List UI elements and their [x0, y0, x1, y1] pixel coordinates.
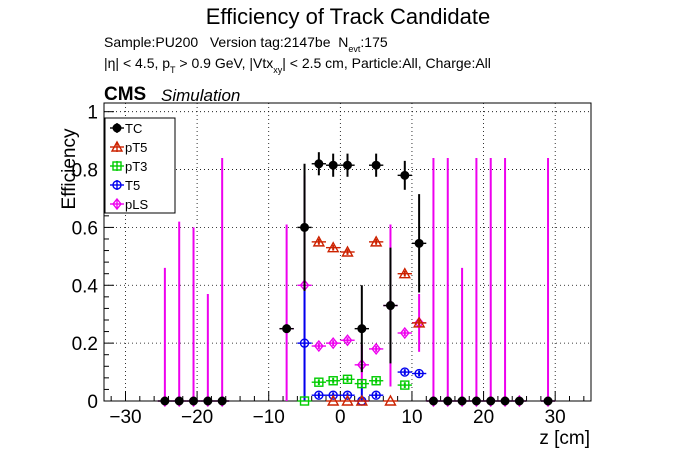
pt5-point — [355, 394, 369, 406]
pt3-point — [371, 376, 381, 386]
pls-point — [328, 337, 339, 350]
y-tick-label: 1 — [87, 103, 98, 124]
pt5-point — [369, 235, 383, 247]
nevt-sub: evt — [348, 44, 361, 54]
pt5-point — [326, 394, 340, 406]
y-tick-label: 0.6 — [72, 218, 98, 239]
legend-label-tc: TC — [125, 121, 142, 136]
y-tick-label: 0 — [87, 392, 98, 413]
cuts-b: > 0.9 GeV, |Vtx — [175, 55, 274, 71]
t5-point — [371, 390, 381, 400]
nevt-prefix: N — [338, 34, 349, 50]
tc-point — [443, 396, 453, 406]
y-tick-label: 0.2 — [72, 334, 98, 355]
x-tick-label: 0 — [335, 407, 346, 428]
tc-point — [300, 222, 310, 232]
t5-point — [400, 367, 410, 377]
pls-point — [399, 326, 410, 340]
tc-point — [471, 396, 481, 406]
pt5-point — [398, 267, 411, 279]
sample-label: Sample:PU200 — [104, 34, 199, 50]
cuts-info-line: |η| < 4.5, pT > 0.9 GeV, |Vtxxy| < 2.5 c… — [104, 55, 491, 75]
t5-point — [342, 390, 353, 400]
tc-point — [385, 301, 395, 311]
tc-point — [328, 160, 338, 170]
pt5-point — [412, 316, 426, 328]
tc-point — [500, 396, 510, 406]
chart-title: Efficiency of Track Candidate — [205, 4, 491, 29]
tc-point — [400, 170, 410, 180]
tc-point — [174, 396, 184, 406]
tc-point — [343, 160, 352, 170]
version-label: Version tag:2147be — [209, 34, 331, 50]
tc-point — [357, 324, 367, 334]
cuts-c: | < 2.5 cm, Particle:All, Charge:All — [282, 55, 491, 71]
legend-label-pls: pLS — [125, 197, 148, 212]
y-tick-label: 0.4 — [72, 276, 99, 297]
x-tick-label: −30 — [109, 407, 141, 428]
tc-point — [189, 396, 199, 406]
cuts-sub2: xy — [273, 65, 283, 75]
x-tick-label: 10 — [401, 407, 422, 428]
pt5-point — [341, 394, 354, 406]
pt3-point — [299, 396, 310, 406]
tc-point — [414, 238, 424, 248]
pt3-point — [314, 377, 324, 387]
pt5-point — [384, 394, 397, 406]
tc-point — [160, 396, 170, 406]
tc-point — [457, 396, 467, 406]
legend-label-pt3: pT3 — [125, 159, 147, 174]
simulation-label: Simulation — [161, 86, 241, 105]
tc-point — [371, 160, 381, 170]
legend-marker-pt5 — [110, 140, 124, 152]
tc-point — [428, 396, 438, 406]
legend-label-t5: T5 — [125, 178, 140, 193]
t5-point — [414, 368, 424, 379]
pls-point — [342, 334, 353, 347]
x-tick-label: −10 — [253, 407, 285, 428]
tc-point — [486, 396, 496, 406]
sample-info-line: Sample:PU200 Version tag:2147be Nevt:175 — [104, 34, 388, 54]
y-tick-label: 0.8 — [72, 161, 98, 182]
x-tick-label: 20 — [473, 407, 494, 428]
nevt-value: :175 — [360, 34, 388, 50]
x-tick-label: 30 — [545, 407, 566, 428]
cuts-sub: T — [170, 65, 176, 75]
pt5-point — [326, 241, 340, 253]
tc-point — [203, 396, 213, 406]
pt5-point — [341, 245, 354, 257]
t5-point — [299, 338, 310, 348]
pls-point — [414, 316, 425, 330]
tc-point — [514, 396, 524, 406]
cuts-a: |η| < 4.5, p — [104, 55, 171, 71]
pt5-point — [312, 235, 326, 247]
legend-marker-pls — [112, 197, 122, 211]
tc-point — [314, 159, 324, 169]
tc-point — [217, 396, 227, 406]
tc-point — [543, 396, 553, 406]
pt3-point — [342, 374, 353, 385]
t5-point — [328, 390, 338, 400]
t5-point — [314, 390, 324, 400]
pt3-point — [357, 378, 367, 389]
x-tick-label: −20 — [181, 407, 213, 428]
pt3-point — [400, 380, 410, 390]
pls-point — [371, 342, 382, 356]
legend-marker-pt3 — [112, 161, 122, 171]
legend-marker-t5 — [112, 180, 122, 190]
pt3-point — [328, 376, 338, 386]
legend-label-pt5: pT5 — [125, 140, 147, 155]
tc-point — [282, 324, 292, 334]
legend-marker-tc — [112, 123, 122, 133]
pls-point — [313, 339, 324, 353]
x-axis-label: z [cm] — [539, 428, 590, 449]
cms-label: CMS — [104, 84, 147, 105]
